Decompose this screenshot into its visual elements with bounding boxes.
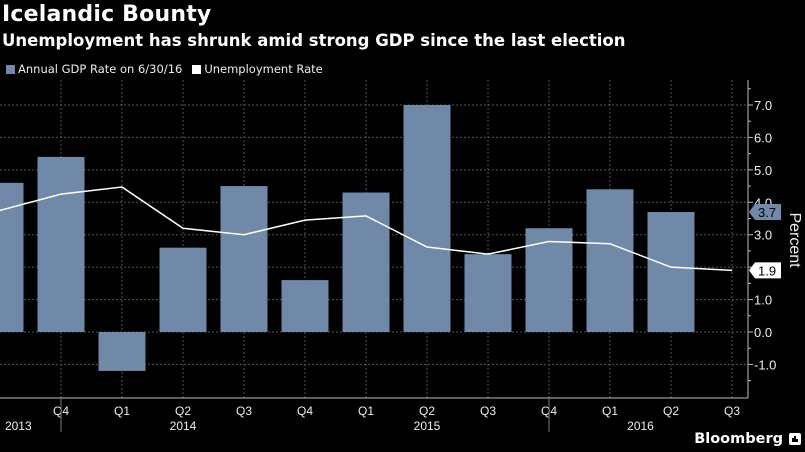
gdp-value-tag-label: 3.7 (758, 205, 776, 220)
legend-swatch-gdp (6, 64, 15, 74)
x-tick-label: Q2 (175, 404, 191, 418)
x-tick-label: Q2 (419, 404, 435, 418)
bar-q2-2015 (403, 104, 451, 333)
y-tick-label: 5.0 (754, 163, 772, 178)
x-tick-label: Q2 (663, 404, 679, 418)
bar-q1-2016 (586, 189, 634, 332)
unemployment-value-tag-label: 1.9 (758, 263, 776, 278)
legend-label-gdp: Annual GDP Rate on 6/30/16 (18, 62, 183, 76)
x-tick-label: Q3 (724, 404, 740, 418)
bar-q4-2013 (37, 156, 85, 332)
legend-item-gdp[interactable]: Annual GDP Rate on 6/30/16 (6, 62, 182, 76)
chart-subtitle: Unemployment has shrunk amid strong GDP … (2, 31, 626, 50)
x-tick-label: Q4 (297, 404, 313, 418)
x-tick-label: Q1 (358, 404, 374, 418)
y-tick-label: 7.0 (754, 98, 772, 113)
bar-q2-2016 (647, 212, 695, 332)
gdp-value-tag (749, 204, 781, 221)
bar-q3-2014 (220, 186, 268, 332)
y-axis-title: Percent (786, 212, 803, 268)
legend-swatch-unemployment (192, 64, 202, 74)
x-year-label: 2015 (414, 419, 441, 433)
y-tick-label: -1.0 (754, 357, 776, 372)
bloomberg-logo: Bloomberg (694, 431, 783, 447)
bar-q4-2015 (525, 228, 573, 332)
y-tick-label: 6.0 (754, 130, 772, 145)
x-tick-label: Q1 (114, 404, 130, 418)
y-tick-label: 3.0 (754, 228, 772, 243)
legend: Annual GDP Rate on 6/30/16 Unemployment … (6, 62, 323, 76)
bar-q1-2015 (342, 192, 390, 332)
bar-q3-2015 (464, 254, 512, 332)
x-year-label: 2014 (170, 419, 197, 433)
legend-label-unemployment: Unemployment Rate (204, 62, 323, 76)
chart-title: Icelandic Bounty (2, 2, 212, 27)
bar-q4-2014 (281, 280, 329, 332)
x-tick-label: Q1 (602, 404, 618, 418)
x-tick-label: Q3 (480, 404, 496, 418)
bar-q1-2014 (98, 332, 146, 371)
bar-q2-2014 (159, 247, 207, 332)
bar-q3-2013 (0, 182, 24, 332)
x-tick-label: Q3 (236, 404, 252, 418)
bloomberg-chart-icon (789, 433, 801, 445)
y-tick-label: 0.0 (754, 325, 772, 340)
legend-item-unemployment[interactable]: Unemployment Rate (192, 62, 323, 76)
x-year-label: 2013 (5, 419, 32, 433)
y-tick-label: 1.0 (754, 293, 772, 308)
unemployment-value-tag (749, 262, 781, 279)
x-year-label: 2016 (627, 419, 654, 433)
